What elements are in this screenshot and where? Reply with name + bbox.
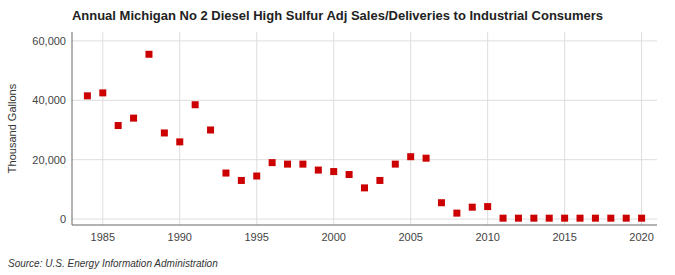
point <box>438 199 445 206</box>
point <box>361 184 368 191</box>
point <box>145 51 152 58</box>
title: Annual Michigan No 2 Diesel High Sulfur … <box>72 8 603 23</box>
point <box>607 215 614 222</box>
y-tick-label: 20,000 <box>32 154 66 166</box>
grid <box>72 32 657 225</box>
x-grid-line <box>410 32 411 225</box>
x-grid-line <box>487 32 488 225</box>
y-tick-label: 0 <box>60 213 66 225</box>
point <box>484 203 491 210</box>
point <box>592 215 599 222</box>
point <box>515 215 522 222</box>
point <box>453 210 460 217</box>
x-grid-line <box>564 32 565 225</box>
x-axis-line <box>72 225 657 226</box>
point <box>546 215 553 222</box>
point <box>623 215 630 222</box>
y-axis-line <box>72 32 73 225</box>
point <box>99 89 106 96</box>
x-tick-label: 2000 <box>321 231 345 243</box>
point <box>222 170 229 177</box>
point <box>500 215 507 222</box>
point <box>176 138 183 145</box>
point <box>346 171 353 178</box>
y-grid-line <box>72 219 657 220</box>
source-note: Source: U.S. Energy Information Administ… <box>8 258 218 269</box>
x-tick-label: 2005 <box>398 231 422 243</box>
x-tick-label: 2015 <box>552 231 576 243</box>
point <box>299 161 306 168</box>
x-tick-label: 1985 <box>91 231 115 243</box>
point <box>330 168 337 175</box>
point <box>253 173 260 180</box>
point <box>192 101 199 108</box>
point <box>130 115 137 122</box>
x-grid-line <box>641 32 642 225</box>
x-tick-label: 1990 <box>168 231 192 243</box>
point <box>161 129 168 136</box>
points <box>84 51 645 222</box>
x-grid-line <box>102 32 103 225</box>
point <box>207 126 214 133</box>
point <box>284 161 291 168</box>
y-axis-label: Thousand Gallons <box>6 83 18 173</box>
x-grid-line <box>256 32 257 225</box>
y-grid-line <box>72 40 657 41</box>
x-tick-label: 2020 <box>629 231 653 243</box>
point <box>469 204 476 211</box>
point <box>84 92 91 99</box>
point <box>238 177 245 184</box>
x-tick-label: 1995 <box>244 231 268 243</box>
point <box>407 153 414 160</box>
point <box>376 177 383 184</box>
y-tick-label: 60,000 <box>32 35 66 47</box>
x-grid-line <box>179 32 180 225</box>
point <box>530 215 537 222</box>
chart: 0 20,000 40,000 60,000 1985 1990 1995 2000 2005 2… <box>0 0 675 275</box>
point <box>115 122 122 129</box>
point <box>423 155 430 162</box>
y-tick-label: 40,000 <box>32 94 66 106</box>
point <box>577 215 584 222</box>
y-grid-line <box>72 100 657 101</box>
x-tick-label: 2010 <box>475 231 499 243</box>
y-grid-line <box>72 159 657 160</box>
point <box>392 161 399 168</box>
point <box>561 215 568 222</box>
x-grid-line <box>333 32 334 225</box>
point <box>269 159 276 166</box>
point <box>638 215 645 222</box>
point <box>315 167 322 174</box>
